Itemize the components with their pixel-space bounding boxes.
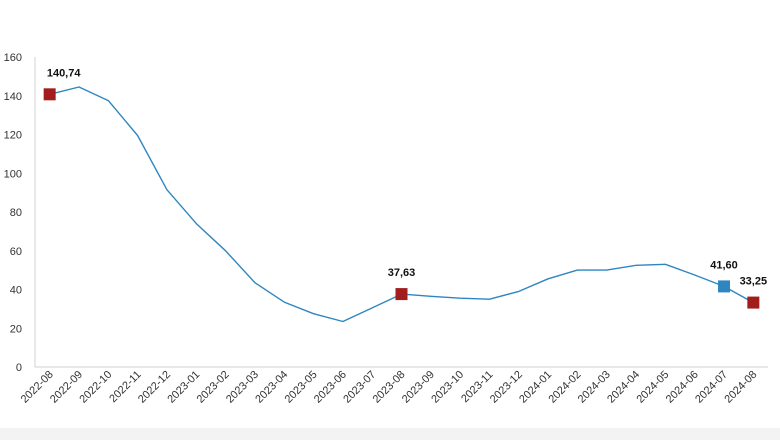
data-label: 33,25 xyxy=(740,276,768,288)
y-tick-label: 120 xyxy=(4,130,22,142)
y-tick-label: 60 xyxy=(10,246,22,258)
data-label: 140,74 xyxy=(47,67,82,79)
data-label: 37,63 xyxy=(388,267,416,279)
x-tick-label: 2024-08 xyxy=(722,369,759,406)
data-label: 41,60 xyxy=(710,259,738,271)
footer-band xyxy=(0,428,780,440)
x-tick-label: 2022-10 xyxy=(77,369,114,406)
x-tick-label: 2023-10 xyxy=(429,369,466,406)
y-tick-label: 40 xyxy=(10,285,22,297)
highlight-marker xyxy=(43,88,56,101)
y-tick-label: 100 xyxy=(4,168,22,180)
highlight-marker xyxy=(395,288,408,301)
y-tick-label: 80 xyxy=(10,207,22,219)
y-tick-label: 20 xyxy=(10,323,22,335)
highlight-marker xyxy=(747,296,760,309)
y-tick-label: 140 xyxy=(4,91,22,103)
highlight-marker xyxy=(718,280,731,293)
y-tick-label: 0 xyxy=(16,362,22,374)
series-line xyxy=(49,86,754,323)
series-layer xyxy=(49,86,754,323)
y-tick-label: 160 xyxy=(4,52,22,64)
axes-layer: 0204060801001201401602022-082022-092022-… xyxy=(4,52,768,406)
